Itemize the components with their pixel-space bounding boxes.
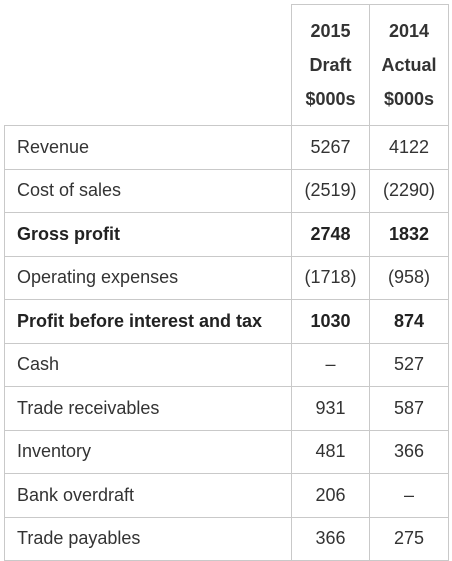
header-2014: 2014 Actual $000s: [369, 4, 449, 126]
table-row: Cost of sales (2519) (2290): [4, 168, 449, 213]
table-row: Profit before interest and tax 1030 874: [4, 299, 449, 344]
table-row: Trade payables 366 275: [4, 516, 449, 561]
value-2015: 481: [291, 429, 370, 474]
value-2015: (1718): [291, 255, 370, 300]
financial-table: 2015 Draft $000s 2014 Actual $000s Reven…: [4, 4, 449, 561]
table-row: Bank overdraft 206 –: [4, 473, 449, 518]
row-label: Trade receivables: [4, 386, 292, 431]
table-row: Cash – 527: [4, 342, 449, 387]
value-2015: 2748: [291, 212, 370, 257]
row-label: Inventory: [4, 429, 292, 474]
value-2014: 366: [369, 429, 449, 474]
value-2014: (2290): [369, 168, 449, 213]
table-row: Revenue 5267 4122: [4, 125, 449, 170]
value-2015: 206: [291, 473, 370, 518]
table-row: Gross profit 2748 1832: [4, 212, 449, 257]
header-2014-unit: $000s: [383, 89, 435, 109]
value-2014: 275: [369, 516, 449, 561]
table-row: Inventory 481 366: [4, 429, 449, 474]
value-2014: 587: [369, 386, 449, 431]
header-blank-cell: [4, 4, 292, 126]
table-row: Operating expenses (1718) (958): [4, 255, 449, 300]
row-label: Gross profit: [4, 212, 292, 257]
value-2014: 874: [369, 299, 449, 344]
header-2014-year: 2014: [388, 21, 430, 41]
row-label: Operating expenses: [4, 255, 292, 300]
value-2014: 1832: [369, 212, 449, 257]
value-2015: 5267: [291, 125, 370, 170]
row-label: Profit before interest and tax: [4, 299, 292, 344]
header-2015-unit: $000s: [305, 89, 356, 109]
table-row: Trade receivables 931 587: [4, 386, 449, 431]
value-2015: 1030: [291, 299, 370, 344]
value-2015: 366: [291, 516, 370, 561]
value-2014: 4122: [369, 125, 449, 170]
row-label: Cash: [4, 342, 292, 387]
row-label: Bank overdraft: [4, 473, 292, 518]
header-2015-year: 2015: [310, 21, 351, 41]
value-2014: –: [369, 473, 449, 518]
header-2014-status: Actual: [381, 55, 437, 75]
value-2015: –: [291, 342, 370, 387]
header-row: 2015 Draft $000s 2014 Actual $000s: [4, 4, 449, 126]
value-2015: (2519): [291, 168, 370, 213]
value-2015: 931: [291, 386, 370, 431]
row-label: Cost of sales: [4, 168, 292, 213]
header-2015-status: Draft: [309, 55, 352, 75]
value-2014: (958): [369, 255, 449, 300]
header-2015: 2015 Draft $000s: [291, 4, 370, 126]
row-label: Trade payables: [4, 516, 292, 561]
row-label: Revenue: [4, 125, 292, 170]
value-2014: 527: [369, 342, 449, 387]
